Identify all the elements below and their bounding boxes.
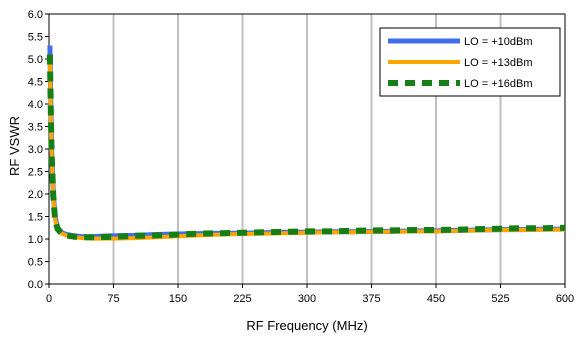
x-tick-label: 450 — [427, 293, 445, 305]
y-tick-label: 6.0 — [28, 9, 43, 21]
x-tick-label: 150 — [169, 293, 187, 305]
x-tick-label: 375 — [362, 293, 380, 305]
x-tick-label: 600 — [556, 293, 574, 305]
x-tick-label: 300 — [298, 293, 316, 305]
y-tick-label: 0.5 — [28, 257, 43, 269]
y-axis-title: RF VSWR — [7, 116, 22, 176]
y-tick-label: 4.0 — [28, 99, 43, 111]
x-tick-label: 75 — [107, 293, 119, 305]
legend-label-2: LO = +13dBm — [464, 57, 533, 69]
legend-label-1: LO = +10dBm — [464, 36, 533, 48]
y-tick-label: 0.0 — [28, 279, 43, 291]
y-tick-label: 5.0 — [28, 54, 43, 66]
series-lines — [46, 45, 566, 241]
y-tick-label: 5.5 — [28, 32, 43, 44]
y-tick-label: 3.5 — [28, 122, 43, 134]
x-axis-title: RF Frequency (MHz) — [246, 318, 367, 333]
y-tick-label: 2.5 — [28, 167, 43, 179]
axis-ticks: 0 75 150 225 300 375 450 525 600 0.0 0.5 1.0 1.5 2.0 2… — [28, 9, 574, 305]
x-tick-label: 225 — [233, 293, 251, 305]
legend-label-3: LO = +16dBm — [464, 78, 533, 90]
y-tick-label: 2.0 — [28, 189, 43, 201]
y-tick-label: 1.0 — [28, 234, 43, 246]
y-tick-label: 4.5 — [28, 77, 43, 89]
series-line-3 — [46, 54, 566, 241]
x-tick-label: 0 — [46, 293, 52, 305]
legend: LO = +10dBm LO = +13dBm LO = +16dBm — [379, 27, 561, 97]
y-tick-label: 3.0 — [28, 144, 43, 156]
x-tick-label: 525 — [491, 293, 509, 305]
y-tick-label: 1.5 — [28, 212, 43, 224]
